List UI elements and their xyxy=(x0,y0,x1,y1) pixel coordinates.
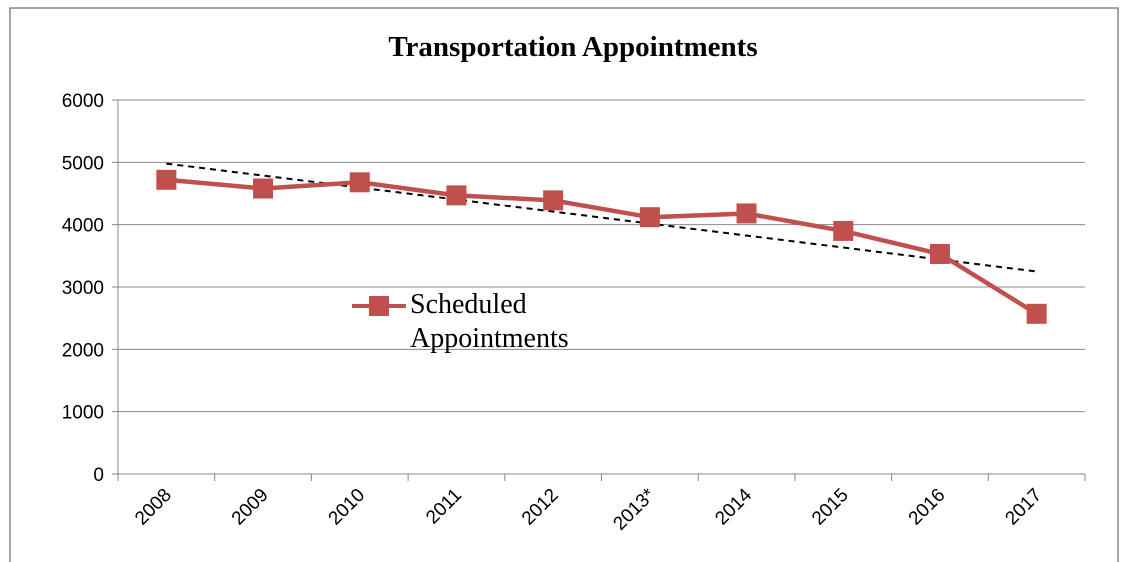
marker xyxy=(349,172,370,193)
chart-title: Transportation Appointments xyxy=(388,31,757,63)
marker xyxy=(639,207,660,228)
x-tick-label: 2016 xyxy=(905,485,950,530)
y-tick-label: 6000 xyxy=(62,91,104,112)
legend-marker xyxy=(352,296,406,316)
legend-square xyxy=(369,296,389,316)
y-tick-label: 2000 xyxy=(62,340,104,361)
x-tick-label: 2011 xyxy=(422,485,466,529)
x-tick-label: 2015 xyxy=(808,485,853,530)
x-tick-label: 2014 xyxy=(711,484,756,529)
y-tick-label: 4000 xyxy=(62,216,104,237)
chart-border xyxy=(9,7,1119,562)
trendline xyxy=(166,162,1037,273)
marker xyxy=(253,178,274,199)
y-tick-label: 3000 xyxy=(62,278,104,299)
x-tick-label: 2017 xyxy=(1001,485,1046,530)
marker xyxy=(156,169,177,190)
x-tick-label: 2010 xyxy=(325,485,370,530)
y-tick-label: 5000 xyxy=(62,153,104,174)
marker xyxy=(929,243,950,264)
marker xyxy=(736,203,757,224)
series-line xyxy=(166,177,1038,316)
legend: Scheduled Appointments xyxy=(350,288,650,356)
legend-label: Scheduled Appointments xyxy=(410,289,569,354)
y-tick-label: 1000 xyxy=(62,403,104,424)
x-tick-label: 2008 xyxy=(131,485,176,530)
marker xyxy=(833,220,854,241)
marker xyxy=(446,185,467,206)
x-tick-label: 2012 xyxy=(518,485,563,530)
y-tick-label: 0 xyxy=(93,465,104,486)
marker xyxy=(543,190,564,211)
x-tick-label: 2009 xyxy=(228,485,273,530)
x-tick-label: 2013* xyxy=(609,484,659,534)
marker xyxy=(1026,303,1047,324)
